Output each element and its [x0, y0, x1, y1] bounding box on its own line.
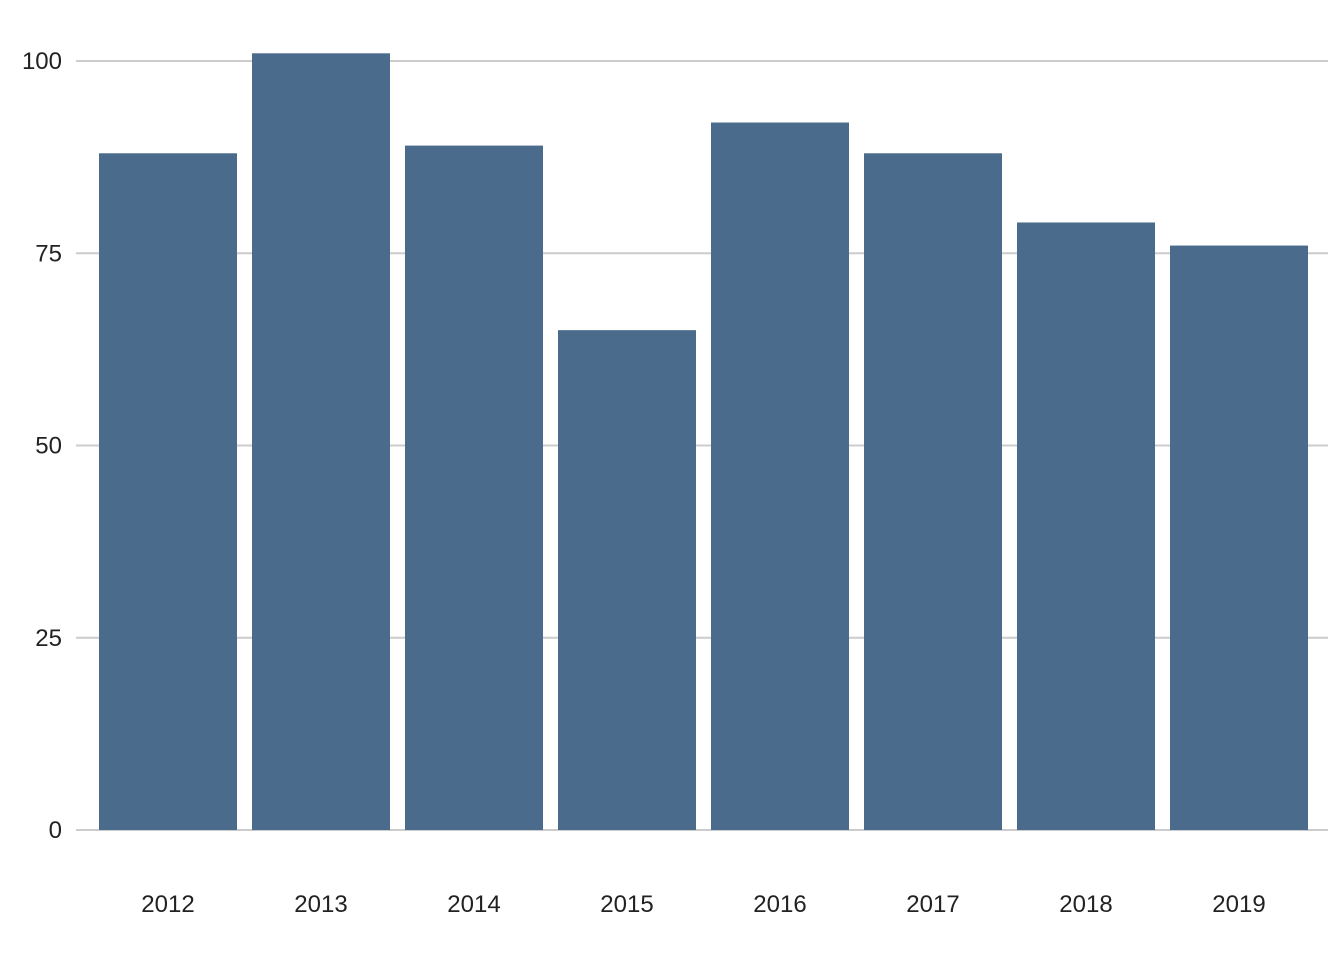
x-tick-label: 2015	[600, 891, 653, 918]
x-tick-label: 2017	[906, 891, 959, 918]
x-axis-tick-labels: 2012 2013 2014 2015 2016 2017 2018 2019	[141, 891, 1265, 918]
bars	[99, 53, 1308, 831]
bar-2019	[1170, 245, 1308, 830]
x-tick-label: 2019	[1212, 891, 1265, 918]
y-tick-label: 0	[49, 817, 62, 844]
x-tick-label: 2013	[294, 891, 347, 918]
bar-2015	[558, 330, 696, 830]
x-tick-label: 2018	[1059, 891, 1112, 918]
y-tick-label: 50	[35, 433, 62, 460]
y-tick-label: 75	[35, 240, 62, 267]
x-tick-label: 2014	[447, 891, 500, 918]
y-axis-tick-labels: 0 25 50 75 100	[22, 48, 62, 844]
bar-2016	[711, 122, 849, 830]
y-tick-label: 100	[22, 48, 62, 75]
bar-2012	[99, 153, 237, 830]
bar-2013	[252, 53, 390, 831]
y-tick-label: 25	[35, 625, 62, 652]
bar-2014	[405, 145, 543, 831]
bar-2017	[864, 153, 1002, 830]
x-tick-label: 2012	[141, 891, 194, 918]
x-tick-label: 2016	[753, 891, 806, 918]
bar-2018	[1017, 222, 1155, 831]
